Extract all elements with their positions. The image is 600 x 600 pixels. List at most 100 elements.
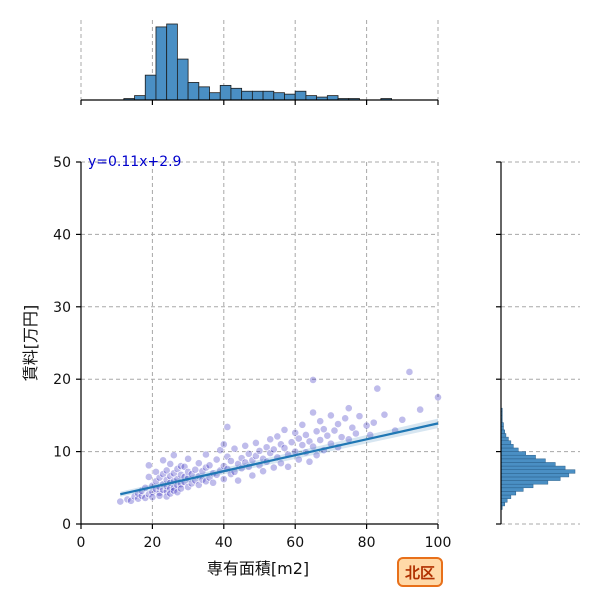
scatter-point <box>169 451 178 460</box>
top-hist-bar <box>155 26 168 101</box>
top-hist-bar <box>241 90 253 101</box>
scatter-point <box>266 435 275 444</box>
scatter-point <box>287 438 296 447</box>
y-tick-label: 0 <box>62 517 71 533</box>
top-hist-bar <box>262 90 275 101</box>
scatter-point <box>116 497 125 506</box>
y-tick-label: 30 <box>53 300 71 316</box>
scatter-point <box>309 376 317 384</box>
x-tick-label: 40 <box>215 535 233 551</box>
scatter-point <box>277 459 285 468</box>
right-hist-bar <box>500 494 512 499</box>
scatter-point <box>177 484 185 493</box>
scatter-point <box>194 459 203 468</box>
scatter-point <box>269 463 278 472</box>
right-hist-bar <box>500 444 514 449</box>
top-histogram <box>123 23 392 101</box>
top-hist-bar <box>294 90 307 101</box>
right-histogram <box>500 407 576 510</box>
scatter-point <box>223 423 232 431</box>
scatter-point <box>398 415 407 424</box>
right-hist-bar <box>500 447 519 452</box>
x-tick-label: 0 <box>77 535 86 551</box>
right-hist-bar <box>500 454 536 460</box>
top-hist-bar <box>326 95 339 101</box>
x-tick-label: 60 <box>286 535 304 551</box>
right-hist-bar <box>500 487 524 492</box>
right-hist-bar <box>500 440 512 445</box>
x-tick-label: 80 <box>358 535 376 551</box>
scatter-point <box>227 457 235 465</box>
scatter-point <box>191 465 200 474</box>
scatter-point <box>298 441 307 449</box>
scatter-point <box>351 429 360 438</box>
scatter-point <box>373 384 382 393</box>
right-hist-bar <box>500 476 561 481</box>
scatter-point <box>162 466 171 475</box>
scatter-point <box>316 436 325 444</box>
axes <box>76 99 502 529</box>
right-hist-bar <box>500 436 509 441</box>
scatter-point <box>144 473 153 481</box>
y-tick-label: 20 <box>53 372 71 388</box>
scatter-point <box>259 467 267 476</box>
y-tick-label: 10 <box>53 445 71 461</box>
top-hist-grid <box>80 20 439 100</box>
x-axis-label: 専有面積[m2] <box>207 559 309 578</box>
scatter-point <box>294 455 303 464</box>
district-badge-label: 北区 <box>405 564 435 582</box>
scatter-point <box>330 426 339 435</box>
y-axis-label: 賃料[万円] <box>21 305 40 382</box>
scatter-point <box>269 445 278 454</box>
right-hist-bar <box>500 480 549 485</box>
scatter-point <box>159 456 168 465</box>
y-tick-labels: 0 10 20 30 40 50 <box>53 155 71 533</box>
scatter-point <box>405 368 414 376</box>
scatter-point <box>344 404 353 413</box>
top-hist-bar <box>284 93 296 101</box>
scatter-point <box>362 421 371 430</box>
scatter-point <box>348 423 357 432</box>
top-hist-bar <box>187 82 200 101</box>
top-hist-bar <box>144 74 157 101</box>
scatter-point <box>166 460 175 468</box>
scatter-point <box>280 425 289 434</box>
scatter-point <box>244 449 253 458</box>
top-hist-bar <box>305 95 318 101</box>
right-hist-bar <box>500 433 507 438</box>
scatter-point <box>323 431 332 440</box>
scatter-point <box>355 412 364 421</box>
right-hist-bar <box>500 473 570 478</box>
top-hist-bar <box>134 95 146 101</box>
x-tick-labels: 0 20 40 60 80 100 <box>77 535 452 551</box>
regression-line <box>120 422 439 496</box>
scatter-point <box>434 393 442 402</box>
scatter-point <box>316 417 325 426</box>
scatter-point <box>219 475 228 484</box>
scatter-point <box>219 440 228 449</box>
scatter-point <box>337 433 346 442</box>
scatter-point <box>241 441 250 450</box>
scatter-point <box>252 439 260 447</box>
regression-line-group <box>120 418 439 497</box>
scatter-point <box>380 410 389 419</box>
right-hist-bar <box>500 451 526 456</box>
right-hist-bar <box>500 465 566 470</box>
regression-equation: y=0.11x+2.9 <box>88 154 181 170</box>
scatter-point <box>294 434 303 443</box>
scatter-point <box>248 471 257 480</box>
right-hist-bar <box>500 483 534 489</box>
scatter-point <box>341 414 350 423</box>
scatter-point <box>212 455 221 464</box>
top-hist-bar <box>251 90 264 101</box>
district-badge: 北区 <box>397 557 443 587</box>
top-hist-bar <box>219 84 232 101</box>
scatter-point <box>319 425 328 434</box>
scatter-point <box>205 461 214 470</box>
scatter-point <box>284 462 292 471</box>
scatter-point <box>184 454 192 463</box>
scatter-point <box>144 461 153 470</box>
scatter-point <box>305 457 314 466</box>
scatter-point <box>291 428 300 437</box>
